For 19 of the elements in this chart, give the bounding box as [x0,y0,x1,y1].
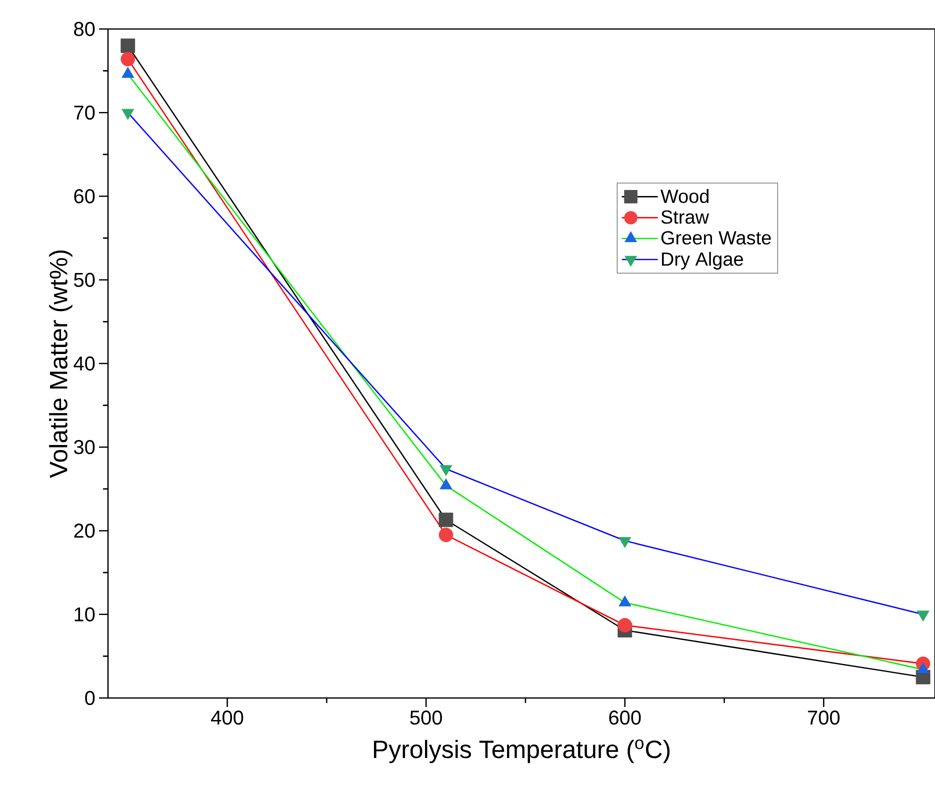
x-tick-label: 400 [211,710,244,725]
y-tick-label: 50 [74,272,95,287]
x-axis-title: Pyrolysis Temperature ($^{o}$C) [374,740,670,764]
y-tick-label: 70 [74,106,95,120]
y-tick-label: 60 [74,189,95,204]
y-tick-label: 40 [74,356,95,371]
legend-label: Wood [660,189,708,204]
y-tick-label: 0 [85,690,95,706]
legend-label: Straw [661,210,710,224]
x-tick-label: 600 [609,710,641,725]
y-axis-title: Volatile Matter (wt%) [49,250,72,478]
y-tick-label: 10 [74,607,95,622]
y-tick-label: 20 [74,524,95,538]
x-tick-label: 500 [410,710,442,725]
legend-label: Dry Algae [662,252,743,270]
y-tick-label: 80 [74,22,95,36]
y-tick-label: 30 [74,440,95,454]
x-tick-label: 700 [808,710,840,725]
legend-label: Green Waste [661,231,771,245]
